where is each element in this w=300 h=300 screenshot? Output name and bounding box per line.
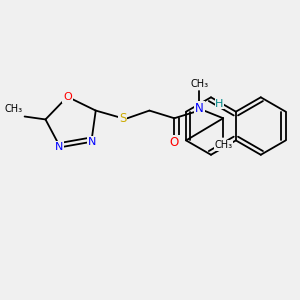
Text: S: S <box>119 112 126 125</box>
Text: N: N <box>195 102 204 115</box>
Text: N: N <box>88 137 97 147</box>
Text: H: H <box>215 99 224 109</box>
Text: CH₃: CH₃ <box>214 140 232 150</box>
Text: N: N <box>55 142 64 152</box>
Text: O: O <box>63 92 72 102</box>
Text: O: O <box>170 136 179 149</box>
Text: CH₃: CH₃ <box>4 103 23 114</box>
Text: CH₃: CH₃ <box>190 80 208 89</box>
